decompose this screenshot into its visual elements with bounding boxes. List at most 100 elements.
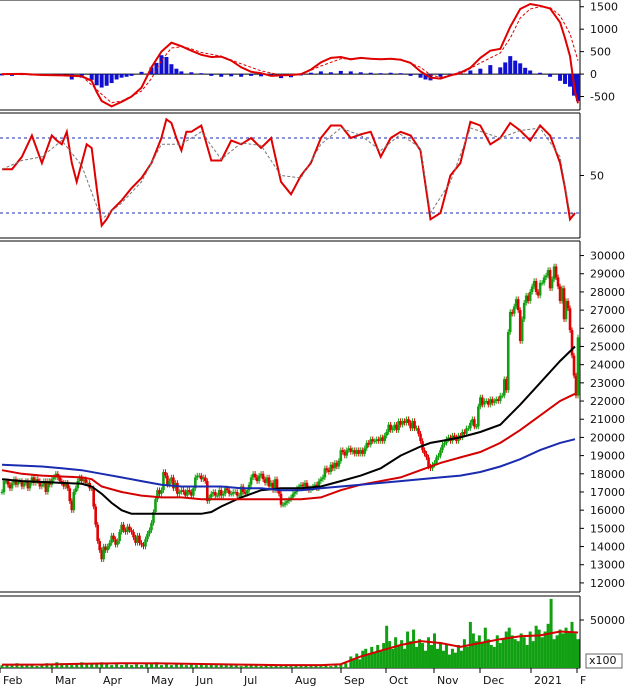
candle-body xyxy=(479,397,482,407)
volume-bar xyxy=(441,650,445,668)
candle-body xyxy=(425,453,428,458)
x-axis: Feb Mar Apr May Jun Jul Aug Sep Oct Nov Dec 2021 F xyxy=(0,668,586,687)
volume-bar xyxy=(219,664,223,668)
candle-body xyxy=(349,448,353,452)
candle-body xyxy=(469,422,472,429)
candle-body xyxy=(98,541,101,551)
candle-body xyxy=(160,490,163,494)
volume-bar xyxy=(543,631,547,668)
macd-histogram-bar xyxy=(229,74,234,77)
volume-bar xyxy=(154,662,158,668)
price-ytick-label: 30000 xyxy=(590,250,625,263)
candle-body xyxy=(371,439,375,442)
candle-body xyxy=(20,481,24,487)
candle-body xyxy=(132,531,135,538)
x-tick-label: Aug xyxy=(295,674,316,687)
macd-histogram-bar xyxy=(378,73,383,75)
price-ytick-label: 13000 xyxy=(590,559,625,572)
volume-bar xyxy=(471,633,475,668)
macd-histogram-bar xyxy=(418,74,423,78)
macd-histogram-bar xyxy=(523,67,528,75)
candle-body xyxy=(102,546,105,560)
price-ytick-label: 25000 xyxy=(590,340,625,353)
macd-histogram-bar xyxy=(408,74,413,76)
price-ytick-label: 20000 xyxy=(590,431,625,444)
macd-histogram-bar xyxy=(328,72,333,75)
volume-bar xyxy=(561,633,565,668)
volume-bar xyxy=(279,666,283,668)
candle-body xyxy=(237,495,241,497)
volume-bar xyxy=(438,643,442,668)
volume-bar xyxy=(229,664,233,668)
candle-body xyxy=(506,331,510,391)
macd-histogram-bar xyxy=(513,60,518,75)
candle-body xyxy=(291,493,295,498)
volume-bar xyxy=(358,659,362,668)
candle-body xyxy=(512,306,516,314)
volume-bar xyxy=(435,648,439,668)
volume-bar xyxy=(555,635,559,668)
volume-bar xyxy=(25,664,29,668)
volume-bar xyxy=(149,664,153,668)
macd-histogram-bar xyxy=(89,74,94,80)
candle-body xyxy=(399,421,402,425)
volume-bar xyxy=(159,665,163,668)
candle-body xyxy=(465,428,468,434)
candle-body xyxy=(435,457,438,463)
candle-body xyxy=(325,468,329,471)
macd-histogram-bar xyxy=(338,70,343,75)
candle-body xyxy=(182,490,185,492)
candle-body xyxy=(223,488,227,494)
candle-body xyxy=(168,481,171,485)
volume-bar xyxy=(531,641,535,668)
volume-bar xyxy=(339,664,343,668)
candle-body xyxy=(239,486,243,496)
candle-body xyxy=(52,477,56,480)
volume-bar xyxy=(209,664,213,668)
candle-body xyxy=(233,491,237,493)
volume-bar xyxy=(462,639,466,668)
candle-body xyxy=(502,379,506,396)
candle-body xyxy=(211,491,215,494)
volume-bar xyxy=(483,627,487,668)
x-tick-label: Sep xyxy=(344,674,365,687)
candle-body xyxy=(265,477,269,483)
candle-body xyxy=(536,291,540,296)
candle-body xyxy=(490,399,494,403)
volume-bar xyxy=(361,650,365,668)
candle-body xyxy=(492,401,496,403)
price-ytick-label: 29000 xyxy=(590,268,625,281)
candle-body xyxy=(504,379,508,391)
macd-histogram-bar xyxy=(358,72,363,75)
volume-bar xyxy=(309,666,313,668)
candle-body xyxy=(90,488,93,490)
candle-body xyxy=(4,481,8,483)
stochastic-panel: 50 xyxy=(0,112,604,239)
candle-body xyxy=(6,481,10,485)
macd-histogram-bar xyxy=(508,56,513,75)
volume-bar xyxy=(388,641,392,668)
candle-body xyxy=(355,450,359,454)
candle-body xyxy=(148,530,151,534)
volume-bar xyxy=(400,640,404,668)
candle-body xyxy=(576,337,580,396)
candle-body xyxy=(217,490,221,496)
candle-body xyxy=(347,448,351,451)
candle-body xyxy=(126,526,129,532)
volume-bar xyxy=(364,648,368,668)
candle-body xyxy=(285,501,289,503)
volume-bar xyxy=(50,664,54,668)
macd-histogram-bar xyxy=(558,74,563,81)
candle-body xyxy=(80,477,84,482)
candle-body xyxy=(156,490,159,500)
volume-volume-ma xyxy=(2,630,579,667)
candle-body xyxy=(64,482,68,487)
candle-body xyxy=(321,477,325,480)
volume-bar xyxy=(274,665,278,668)
volume-bar xyxy=(352,658,356,668)
volume-bar xyxy=(453,652,457,668)
volume-bar xyxy=(20,665,24,668)
candle-body xyxy=(301,484,305,487)
candle-body xyxy=(271,482,275,491)
macd-histogram-bar xyxy=(249,74,254,76)
